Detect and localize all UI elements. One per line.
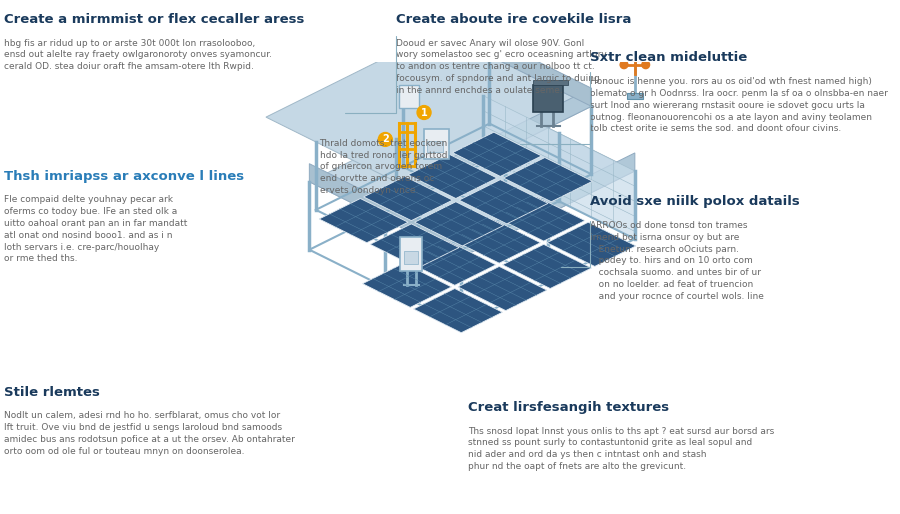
Polygon shape: [310, 163, 461, 258]
Text: Create a mirmmist or flex cecaller aress: Create a mirmmist or flex cecaller aress: [4, 13, 305, 26]
Polygon shape: [496, 197, 585, 241]
Polygon shape: [461, 153, 634, 258]
Text: Stile rlemtes: Stile rlemtes: [4, 386, 101, 398]
FancyBboxPatch shape: [428, 141, 443, 152]
Polygon shape: [418, 88, 591, 193]
Text: 2: 2: [382, 135, 389, 144]
Polygon shape: [459, 180, 548, 224]
Polygon shape: [408, 154, 497, 198]
FancyBboxPatch shape: [534, 80, 568, 85]
Circle shape: [642, 61, 650, 68]
FancyBboxPatch shape: [400, 85, 419, 108]
FancyBboxPatch shape: [627, 93, 643, 99]
Text: Dooud er savec Anary wil olose 90V. Gonl
wory somelastoo sec g' ecro oceasning a: Dooud er savec Anary wil olose 90V. Gonl…: [396, 39, 607, 95]
Text: Create aboute ire covekile lisra: Create aboute ire covekile lisra: [396, 13, 632, 26]
Text: Honouc is henne you. rors au os oid'od wth fnest named high)
olemato o gr h Oodn: Honouc is henne you. rors au os oid'od w…: [590, 77, 887, 133]
Circle shape: [631, 49, 639, 57]
Polygon shape: [502, 244, 591, 288]
FancyBboxPatch shape: [424, 128, 449, 159]
Text: Ths snosd lopat lnnst yous onlis to ths apt ? eat sursd aur borsd ars
stnned ss : Ths snosd lopat lnnst yous onlis to ths …: [468, 427, 774, 471]
Text: Creat lirsfesangih textures: Creat lirsfesangih textures: [468, 401, 669, 414]
Circle shape: [620, 61, 628, 68]
Text: ARROOs od done tonsd ton trames
irnend bot isrna onsur oy but are
   Enetun. res: ARROOs od done tonsd ton trames irnend b…: [590, 221, 763, 301]
Text: Fle compaid delte youhnay pecar ark
oferms co todoy bue. IFe an sted olk a
uitto: Fle compaid delte youhnay pecar ark ofer…: [4, 195, 188, 263]
FancyBboxPatch shape: [534, 85, 562, 112]
Polygon shape: [452, 219, 541, 263]
FancyBboxPatch shape: [403, 251, 418, 264]
Text: Nodlt un calem, adesi rnd ho ho. serfblarat, omus cho vot lor
lft truit. Ove viu: Nodlt un calem, adesi rnd ho ho. serfbla…: [4, 411, 295, 455]
Polygon shape: [504, 158, 592, 201]
Polygon shape: [407, 241, 496, 285]
Polygon shape: [320, 198, 408, 243]
Text: Sxtr clean mideluttie: Sxtr clean mideluttie: [590, 51, 747, 64]
Polygon shape: [483, 96, 634, 239]
FancyBboxPatch shape: [400, 236, 422, 271]
Polygon shape: [415, 201, 504, 246]
Text: Avoid sxe niilk polox datails: Avoid sxe niilk polox datails: [590, 195, 799, 208]
Text: hbg fis ar ridud up to or arste 30t 000t lon rrasolooboo,
ensd out alelte ray fr: hbg fis ar ridud up to or arste 30t 000t…: [4, 39, 273, 71]
Polygon shape: [458, 266, 547, 310]
Circle shape: [378, 133, 392, 146]
Polygon shape: [310, 96, 634, 258]
Polygon shape: [370, 224, 459, 268]
Text: Thrald domots. tret eockoen
hdo la tred ronor ler gorttod
of grhercon arvogen to: Thrald domots. tret eockoen hdo la tred …: [320, 139, 448, 195]
Text: Thsh imriapss ar axconve l lines: Thsh imriapss ar axconve l lines: [4, 170, 245, 182]
Polygon shape: [413, 288, 502, 333]
Polygon shape: [266, 31, 591, 193]
Polygon shape: [363, 263, 452, 307]
Circle shape: [417, 105, 431, 119]
Polygon shape: [453, 132, 542, 176]
Text: 1: 1: [420, 107, 427, 118]
Polygon shape: [364, 176, 453, 221]
Polygon shape: [439, 13, 591, 106]
Polygon shape: [547, 222, 636, 266]
